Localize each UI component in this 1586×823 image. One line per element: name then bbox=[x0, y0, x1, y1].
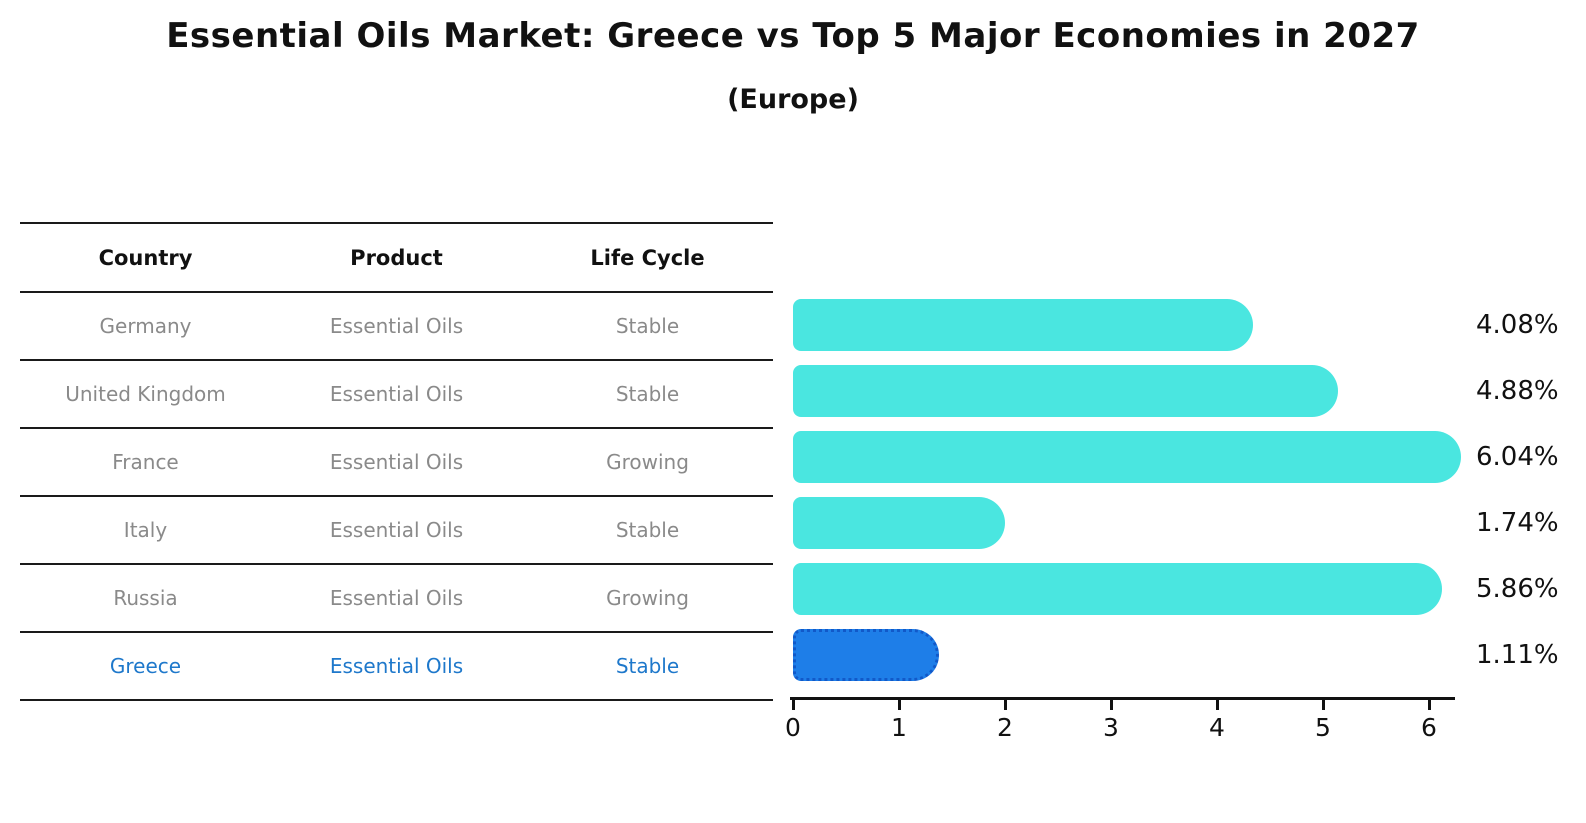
table-cell-product: Essential Oils bbox=[329, 314, 464, 338]
x-axis-tick bbox=[1110, 700, 1113, 710]
table-cell-product: Essential Oils bbox=[329, 450, 464, 474]
table-body: Germany Essential Oils Stable United Kingdo… bbox=[20, 293, 773, 701]
x-axis-tick bbox=[1428, 700, 1431, 710]
bar-row: 6.04% bbox=[793, 424, 1586, 490]
bar-row: 4.08% bbox=[793, 292, 1586, 358]
table-cell-life-cycle: Growing bbox=[606, 450, 689, 474]
table-row: Greece Essential Oils Stable bbox=[20, 633, 773, 701]
x-axis: 0 1 2 3 4 5 6 bbox=[785, 697, 1455, 742]
table-cell-product: Essential Oils bbox=[329, 518, 464, 542]
bar-value-label: 1.74% bbox=[1476, 508, 1559, 538]
x-axis-tick-label: 1 bbox=[891, 713, 907, 742]
table-cell-country: United Kingdom bbox=[65, 382, 226, 406]
table-row: Germany Essential Oils Stable bbox=[20, 293, 773, 361]
chart-title: Essential Oils Market: Greece vs Top 5 M… bbox=[166, 16, 1420, 56]
table-row: United Kingdom Essential Oils Stable bbox=[20, 361, 773, 429]
x-axis-tick bbox=[1216, 700, 1219, 710]
table-cell-country: Greece bbox=[109, 654, 182, 678]
bar-value-label: 6.04% bbox=[1476, 442, 1559, 472]
table-header-life-cycle: Life Cycle bbox=[590, 245, 705, 270]
bar-value-label: 1.11% bbox=[1476, 640, 1559, 670]
x-axis-tick bbox=[792, 700, 795, 710]
table-header-row: Country Product Life Cycle bbox=[20, 222, 773, 293]
table-cell-life-cycle: Stable bbox=[615, 382, 680, 406]
bar-france bbox=[793, 431, 1461, 483]
x-axis-tick-label: 3 bbox=[1103, 713, 1119, 742]
table-cell-country: France bbox=[112, 450, 179, 474]
x-axis-tick-label: 2 bbox=[997, 713, 1013, 742]
table-cell-country: Germany bbox=[99, 314, 192, 338]
table-row: France Essential Oils Growing bbox=[20, 429, 773, 497]
bar-row: 1.11% bbox=[793, 622, 1586, 688]
table-cell-product: Essential Oils bbox=[329, 654, 464, 678]
table-cell-product: Essential Oils bbox=[329, 382, 464, 406]
table-row: Russia Essential Oils Growing bbox=[20, 565, 773, 633]
bar-greece bbox=[793, 629, 939, 681]
country-table: Country Product Life Cycle Germany Essent… bbox=[20, 222, 773, 701]
bar-united-kingdom bbox=[793, 365, 1338, 417]
bar-value-label: 4.08% bbox=[1476, 310, 1559, 340]
table-cell-life-cycle: Growing bbox=[606, 586, 689, 610]
table-cell-life-cycle: Stable bbox=[615, 314, 680, 338]
bar-value-label: 5.86% bbox=[1476, 574, 1559, 604]
bar-row: 4.88% bbox=[793, 358, 1586, 424]
x-axis-tick bbox=[898, 700, 901, 710]
table-cell-product: Essential Oils bbox=[329, 586, 464, 610]
table-header-country: Country bbox=[98, 245, 193, 270]
x-axis-tick bbox=[1004, 700, 1007, 710]
bar-row: 1.74% bbox=[793, 490, 1586, 556]
table-cell-country: Italy bbox=[123, 518, 168, 542]
table-cell-life-cycle: Stable bbox=[615, 654, 680, 678]
table-cell-life-cycle: Stable bbox=[615, 518, 680, 542]
x-axis-tick-label: 6 bbox=[1421, 713, 1437, 742]
table-row: Italy Essential Oils Stable bbox=[20, 497, 773, 565]
bar-chart-area: 4.08% 4.88% 6.04% 1.74% 5.86% 1.11% bbox=[793, 292, 1586, 688]
bar-germany bbox=[793, 299, 1253, 351]
chart-subtitle: (Europe) bbox=[727, 84, 859, 115]
table-header-product: Product bbox=[350, 245, 443, 270]
bar-row: 5.86% bbox=[793, 556, 1586, 622]
table-cell-country: Russia bbox=[113, 586, 178, 610]
x-axis-tick bbox=[1322, 700, 1325, 710]
bar-value-label: 4.88% bbox=[1476, 376, 1559, 406]
bar-italy bbox=[793, 497, 1005, 549]
bar-russia bbox=[793, 563, 1442, 615]
x-axis-tick-label: 0 bbox=[785, 713, 801, 742]
x-axis-tick-label: 5 bbox=[1315, 713, 1331, 742]
x-axis-tick-label: 4 bbox=[1209, 713, 1225, 742]
